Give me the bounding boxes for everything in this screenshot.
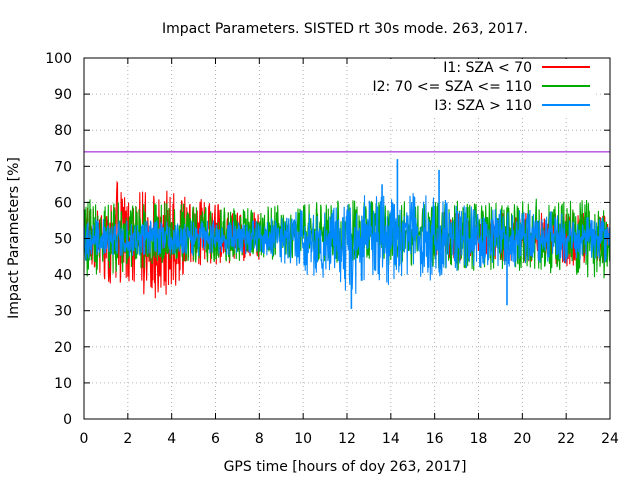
legend-bg [378, 78, 594, 96]
x-tick-label: 14 [382, 431, 400, 447]
y-tick-label: 60 [54, 195, 72, 211]
x-tick-label: 8 [255, 431, 264, 447]
x-tick-label: 22 [557, 431, 575, 447]
x-tick-label: 10 [294, 431, 312, 447]
legend-label: I3: SZA > 110 [434, 98, 532, 114]
y-tick-label: 90 [54, 87, 72, 103]
x-axis: 0 2 4 6 8 10 12 14 16 18 20 22 24 [80, 58, 619, 447]
legend: I1: SZA < 70 I2: 70 <= SZA <= 110 I3: SZA … [372, 59, 594, 115]
legend-bg [378, 97, 594, 115]
legend-bg [378, 59, 594, 77]
x-tick-label: 2 [123, 431, 132, 447]
y-tick-label: 30 [54, 304, 72, 320]
y-tick-label: 100 [45, 51, 72, 67]
y-tick-label: 50 [54, 232, 72, 248]
y-tick-label: 40 [54, 268, 72, 284]
x-tick-label: 6 [211, 431, 220, 447]
y-tick-label: 20 [54, 340, 72, 356]
y-axis: 0 10 20 30 40 50 60 70 80 90 100 [45, 51, 610, 428]
x-tick-label: 4 [167, 431, 176, 447]
series-line [83, 193, 611, 294]
x-tick-label: 16 [426, 431, 444, 447]
y-tick-label: 10 [54, 376, 72, 392]
x-tick-label: 24 [601, 431, 619, 447]
legend-label: I2: 70 <= SZA <= 110 [372, 79, 532, 95]
x-tick-label: 0 [80, 431, 89, 447]
chart-title: Impact Parameters. SISTED rt 30s mode. 2… [162, 21, 528, 37]
y-tick-label: 70 [54, 159, 72, 175]
plot-area [83, 151, 611, 309]
x-tick-label: 18 [470, 431, 488, 447]
x-tick-label: 12 [338, 431, 356, 447]
x-tick-label: 20 [513, 431, 531, 447]
x-axis-label: GPS time [hours of doy 263, 2017] [224, 459, 467, 475]
series-3 [83, 159, 611, 309]
legend-label: I1: SZA < 70 [443, 60, 532, 76]
y-tick-label: 0 [63, 412, 72, 428]
y-axis-label: Impact Parameters [%] [6, 157, 22, 319]
y-tick-label: 80 [54, 123, 72, 139]
